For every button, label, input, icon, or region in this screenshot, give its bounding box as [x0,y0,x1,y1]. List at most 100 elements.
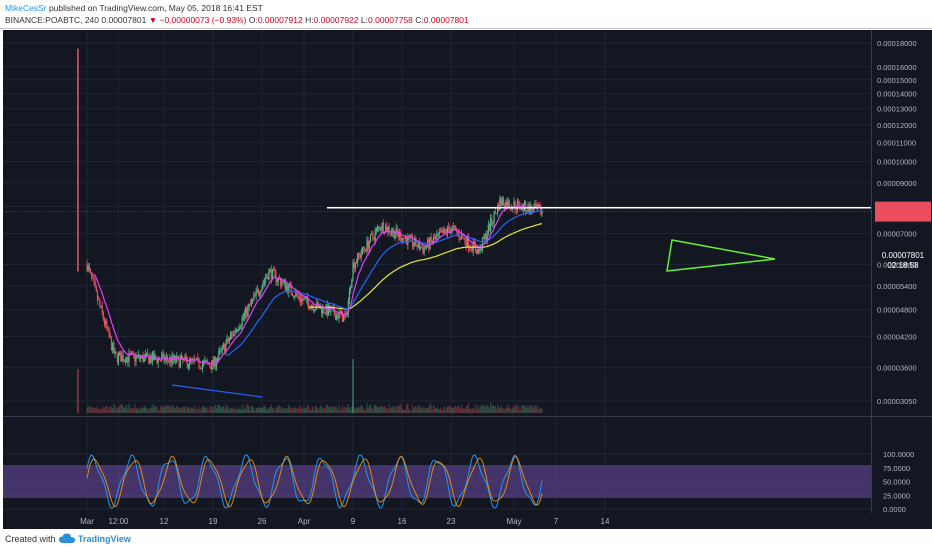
candle-body [128,352,130,362]
candle-body [514,201,516,210]
candle-body [186,359,188,368]
volume-bar [401,408,403,413]
volume-bars [76,359,543,413]
volume-bar [444,409,446,413]
volume-bar [481,404,484,413]
volume-bar [520,409,522,413]
volume-bar [418,405,421,413]
candle-body [248,304,250,307]
tradingview-cloud-icon [59,533,75,543]
volume-bar [437,408,439,413]
candle-body [455,226,457,230]
volume-bar [511,409,513,413]
candle-body [229,334,232,339]
candle-body [415,238,417,247]
volume-bar [232,407,234,413]
author-link[interactable]: MikeCesSr [5,3,47,13]
volume-bar [262,407,264,413]
price-axis-label: 0.00014000 [877,90,917,99]
volume-bar [364,409,366,413]
candle-body [299,299,302,302]
triangle-pattern[interactable] [666,239,776,272]
candle-body [444,228,446,231]
volume-bar [183,407,185,413]
candle-body [435,236,437,239]
candle-body [191,358,193,361]
tradingview-brand[interactable]: TradingView [78,534,131,544]
candle-body [192,358,194,360]
candle-body [152,352,155,361]
volume-bar [534,405,536,413]
volume-bar [162,407,164,413]
volume-bar [287,408,289,413]
candle-body [404,237,407,239]
candle-body [409,235,411,237]
volume-bar [150,407,152,413]
candle-body [93,278,95,283]
volume-bar [492,405,494,413]
volume-bar [360,405,362,413]
price-axis[interactable] [871,30,932,513]
volume-bar [137,409,139,413]
chart-frame: 0.00018000 0.00016000 0.00015000 0.00014000… [0,28,932,530]
volume-bar [423,409,425,413]
candle-body [322,306,324,314]
candle-body [134,354,136,362]
volume-bar [533,406,535,413]
volume-bar [379,405,381,413]
candle-body [94,282,96,287]
candle-body [306,297,309,303]
downtrend-line[interactable] [171,384,263,398]
high-value: 0.00007922 [313,15,359,25]
time-axis-label: 26 [258,517,267,526]
volume-bar [515,405,517,413]
candle-body [304,298,306,300]
volume-bar [420,408,422,413]
volume-bar [166,405,169,413]
volume-bar [483,405,485,413]
candle-body [211,360,213,370]
candle-body [129,352,131,355]
candle-body [518,201,520,203]
candle-body [330,308,332,313]
price-tag-value: 0.00007801 [882,251,925,260]
volume-bar [449,405,451,413]
price-axis-label: 0.00003600 [877,364,917,373]
volume-bar [241,404,243,413]
volume-bar [282,409,284,413]
volume-bar [362,409,365,413]
volume-bar [187,407,190,413]
stoch-d-line [86,455,543,508]
candle-body [448,226,450,230]
candle-body [200,367,202,369]
volume-bar [374,404,376,413]
candle-body [534,204,536,208]
volume-bar [99,408,101,413]
volume-bar [343,408,345,413]
candle-body [520,208,522,210]
volume-bar [268,407,270,413]
volume-bar [298,405,300,413]
price-axis-label: 0.00013000 [877,105,917,114]
candle-body [459,238,461,240]
volume-bar [284,408,286,413]
low-value: 0.00007758 [368,15,413,25]
volume-bar [113,403,115,413]
chart-canvas[interactable]: 0.00018000 0.00016000 0.00015000 0.00014000… [0,29,932,529]
candle-body [357,252,359,263]
volume-bar [128,403,130,413]
candle-body [388,227,390,233]
volume-bar [450,407,452,413]
volume-bar [493,405,495,413]
volume-bar [498,408,500,413]
time-axis[interactable] [3,513,932,529]
candle-body [228,338,230,342]
volume-bar [243,407,246,413]
volume-bar [438,409,440,413]
candle-body [453,226,456,228]
price-pane[interactable] [3,30,871,416]
candle-body [201,364,204,369]
volume-bar [106,405,108,413]
candle-body [241,317,243,326]
candle-body [233,330,235,336]
